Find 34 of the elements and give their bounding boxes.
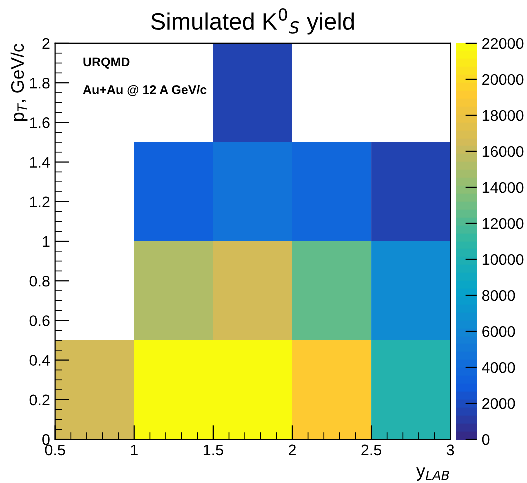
y-tick-label: 1.8 (30, 78, 50, 89)
y-tick-label: 0.6 (30, 316, 50, 326)
color-bar-label: 0 (482, 434, 490, 446)
annotation: URQMD (84, 58, 130, 69)
x-tick-label: 1 (131, 444, 138, 456)
y-tick-label: 1.2 (30, 196, 50, 208)
x-tick-label: 1.5 (204, 444, 224, 456)
y-tick-label: 0 (42, 434, 50, 446)
x-tick-label: 0.5 (45, 444, 66, 456)
color-bar-label: 6000 (482, 326, 516, 338)
x-tick-label: 2 (289, 444, 296, 456)
x-tick-label: 2.5 (362, 444, 382, 456)
color-bar-label: 10000 (482, 254, 524, 266)
x-axis-title: y$_{LAB}$ (416, 468, 450, 481)
y-tick-label: 1 (43, 236, 50, 248)
x-tick-label: 3 (446, 444, 454, 456)
chart-title: Simulated K$^{0}$$_{S}$ yield (151, 8, 354, 35)
y-tick-label: 1.4 (30, 157, 50, 168)
y-tick-label: 2 (42, 38, 50, 50)
color-bar-label: 18000 (482, 110, 524, 122)
color-bar-label: 4000 (482, 362, 516, 374)
y-tick-label: 1.6 (30, 118, 50, 128)
y-axis-title: p$_{T}$, GeV/c (10, 44, 28, 122)
y-tick-label: 0.8 (30, 276, 50, 287)
color-bar-label: 2000 (482, 398, 516, 410)
color-bar-label: 20000 (482, 74, 524, 86)
color-bar-label: 16000 (482, 146, 524, 158)
color-bar-label: 22000 (482, 38, 524, 50)
annotation: Au+Au @ 12 A GeV/c (83, 85, 207, 96)
y-tick-label: 0.2 (30, 394, 50, 406)
color-bar-label: 12000 (482, 218, 524, 230)
color-bar-label: 8000 (482, 290, 516, 302)
y-tick-label: 0.4 (30, 355, 50, 366)
color-bar-label: 14000 (482, 182, 524, 194)
